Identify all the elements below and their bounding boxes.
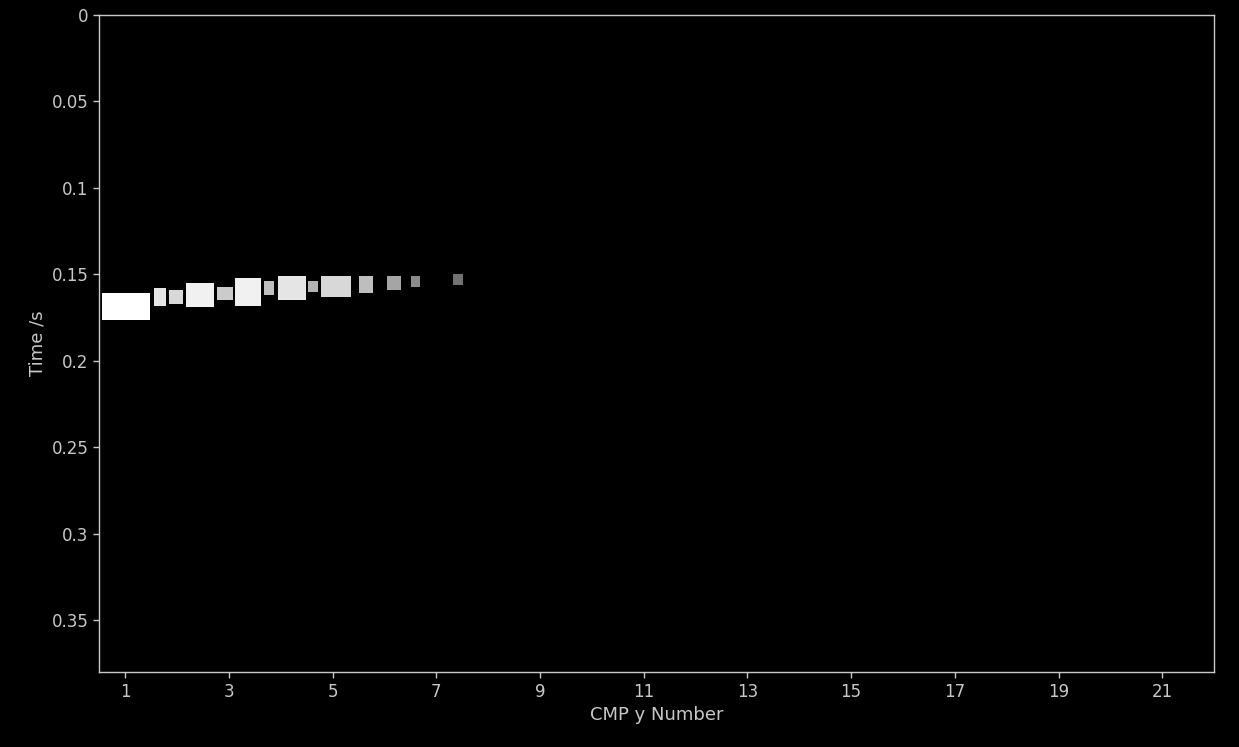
X-axis label: CMP y Number: CMP y Number [590,706,724,725]
Y-axis label: Time /s: Time /s [28,311,46,376]
